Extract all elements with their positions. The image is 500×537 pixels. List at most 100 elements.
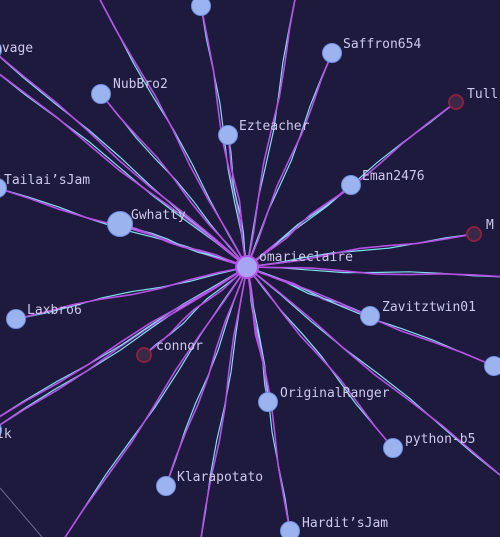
node-m-circle[interactable] (466, 226, 482, 242)
edge-m-secondary (246, 233, 475, 268)
node-eman2476[interactable]: Eman2476 (341, 169, 425, 195)
node-ezteacher-circle[interactable] (218, 125, 238, 145)
node-saffron654[interactable]: Saffron654 (322, 37, 422, 63)
node-klarapotato-circle[interactable] (156, 476, 176, 496)
node-originalranger-circle[interactable] (258, 392, 278, 412)
node-ik-circle[interactable] (0, 421, 2, 440)
edge-laxbro6-primary (15, 266, 248, 320)
node-python-b5-label: python-b5 (405, 432, 475, 447)
edge-m (246, 233, 475, 268)
node-connor[interactable]: connor (136, 339, 203, 363)
node-tailais-jam[interactable]: Tailai’sJam (0, 173, 90, 198)
edge-offscreen-3-primary (246, 266, 500, 278)
node-tull-circle[interactable] (448, 94, 464, 110)
edge-klarapotato (165, 266, 248, 487)
node-eman2476-label: Eman2476 (362, 169, 425, 184)
edge-offscreen-6-primary (64, 266, 248, 537)
edge-eman2476 (246, 184, 352, 268)
node-klarapotato[interactable]: Klarapotato (156, 470, 264, 496)
edge-offscreen-5 (0, 266, 248, 418)
node-hardits-jam[interactable]: Hardit’sJam (280, 516, 389, 537)
node-laxbro6-label: Laxbro6 (27, 303, 82, 318)
node-originalranger[interactable]: OriginalRanger (258, 386, 390, 412)
edge-saffron654 (246, 52, 333, 268)
node-python-b5[interactable]: python-b5 (383, 432, 476, 458)
node-connor-label: connor (156, 339, 203, 354)
edge-python-b5 (246, 266, 394, 449)
edge-ezteacher-primary (227, 134, 248, 268)
node-tailais-jam-circle[interactable] (0, 178, 7, 198)
edge-offscreen-4-primary (246, 266, 500, 476)
node-nubbro2[interactable]: NubBro2 (91, 77, 168, 104)
edge-laxbro6 (15, 266, 248, 320)
edge-offscreen-6 (64, 266, 248, 537)
edge-python-b5-primary (246, 266, 394, 449)
edge-offscreen-2 (99, 0, 248, 268)
node-zavitztwin01-label: Zavitztwin01 (382, 300, 476, 315)
node-klarapotato-label: Klarapotato (177, 470, 263, 485)
node-laxbro6[interactable]: Laxbro6 (6, 303, 82, 329)
edge-offscreen-1-primary (246, 0, 296, 268)
node-saffron654-label: Saffron654 (343, 37, 421, 52)
edge-ezteacher (227, 134, 248, 268)
edge-faint-corner (0, 487, 43, 537)
edge-savage (0, 55, 248, 268)
node-tull[interactable]: Tull (448, 87, 498, 110)
node-python-b5-circle[interactable] (383, 438, 403, 458)
node-n-top-circle[interactable] (191, 0, 211, 16)
node-eman2476-circle[interactable] (341, 175, 361, 195)
edge-savage-secondary (0, 56, 248, 268)
edge-gwhatty-primary (119, 223, 248, 268)
node-center-circle[interactable] (235, 255, 259, 279)
node-center[interactable]: omarieclaire (235, 250, 353, 279)
edge-offscreen-4-secondary (246, 266, 500, 476)
node-zavitztwin01[interactable]: Zavitztwin01 (360, 300, 476, 326)
node-hardits-jam-circle[interactable] (280, 521, 300, 537)
edge-eman2476-primary (246, 184, 352, 268)
node-n-top[interactable] (191, 0, 211, 16)
node-connor-circle[interactable] (136, 347, 152, 363)
edge-offscreen-4 (246, 266, 500, 476)
node-ik[interactable]: ik (0, 421, 12, 443)
node-tull-label: Tull (467, 87, 498, 102)
edge-gwhatty (119, 223, 248, 268)
node-zavitztwin01-circle[interactable] (360, 306, 380, 326)
edge-offscreen-2-primary (99, 0, 248, 268)
node-savage[interactable]: avage (0, 41, 33, 60)
edge-savage-primary (0, 55, 248, 268)
node-m[interactable]: M (466, 218, 494, 242)
node-saffron654-circle[interactable] (322, 43, 342, 63)
node-ezteacher-label: Ezteacher (239, 119, 310, 134)
node-gwhatty[interactable]: Gwhatty (107, 208, 186, 237)
edge-offscreen-5-primary (0, 266, 248, 418)
node-tailais-jam-label: Tailai’sJam (4, 173, 90, 188)
edge-offscreen-8-primary (0, 73, 248, 268)
edge-connor (143, 266, 248, 356)
node-laxbro6-circle[interactable] (6, 309, 26, 329)
node-savage-label: avage (0, 41, 33, 56)
edge-laxbro6-secondary (15, 266, 248, 320)
node-n-right-circle[interactable] (484, 356, 500, 376)
node-nubbro2-label: NubBro2 (113, 77, 168, 92)
edge-saffron654-primary (246, 52, 333, 268)
node-m-label: M (486, 218, 494, 233)
edge-klarapotato-primary (165, 266, 248, 487)
edge-ezteacher-secondary (227, 134, 248, 268)
node-ik-label: ik (0, 427, 12, 442)
node-center-label: omarieclaire (259, 250, 353, 265)
edge-offscreen-1 (246, 0, 296, 268)
edge-connor-primary (143, 266, 248, 356)
node-savage-circle[interactable] (0, 41, 2, 60)
node-n-right[interactable] (484, 356, 500, 376)
edge-offscreen-3 (246, 266, 500, 278)
node-hardits-jam-label: Hardit’sJam (302, 516, 388, 531)
node-gwhatty-circle[interactable] (107, 211, 133, 237)
node-gwhatty-label: Gwhatty (131, 208, 186, 223)
node-originalranger-label: OriginalRanger (280, 386, 390, 401)
node-ezteacher[interactable]: Ezteacher (218, 119, 310, 145)
edge-ik-primary (0, 266, 248, 426)
edge-offscreen-7-primary (200, 266, 248, 537)
node-nubbro2-circle[interactable] (91, 84, 111, 104)
